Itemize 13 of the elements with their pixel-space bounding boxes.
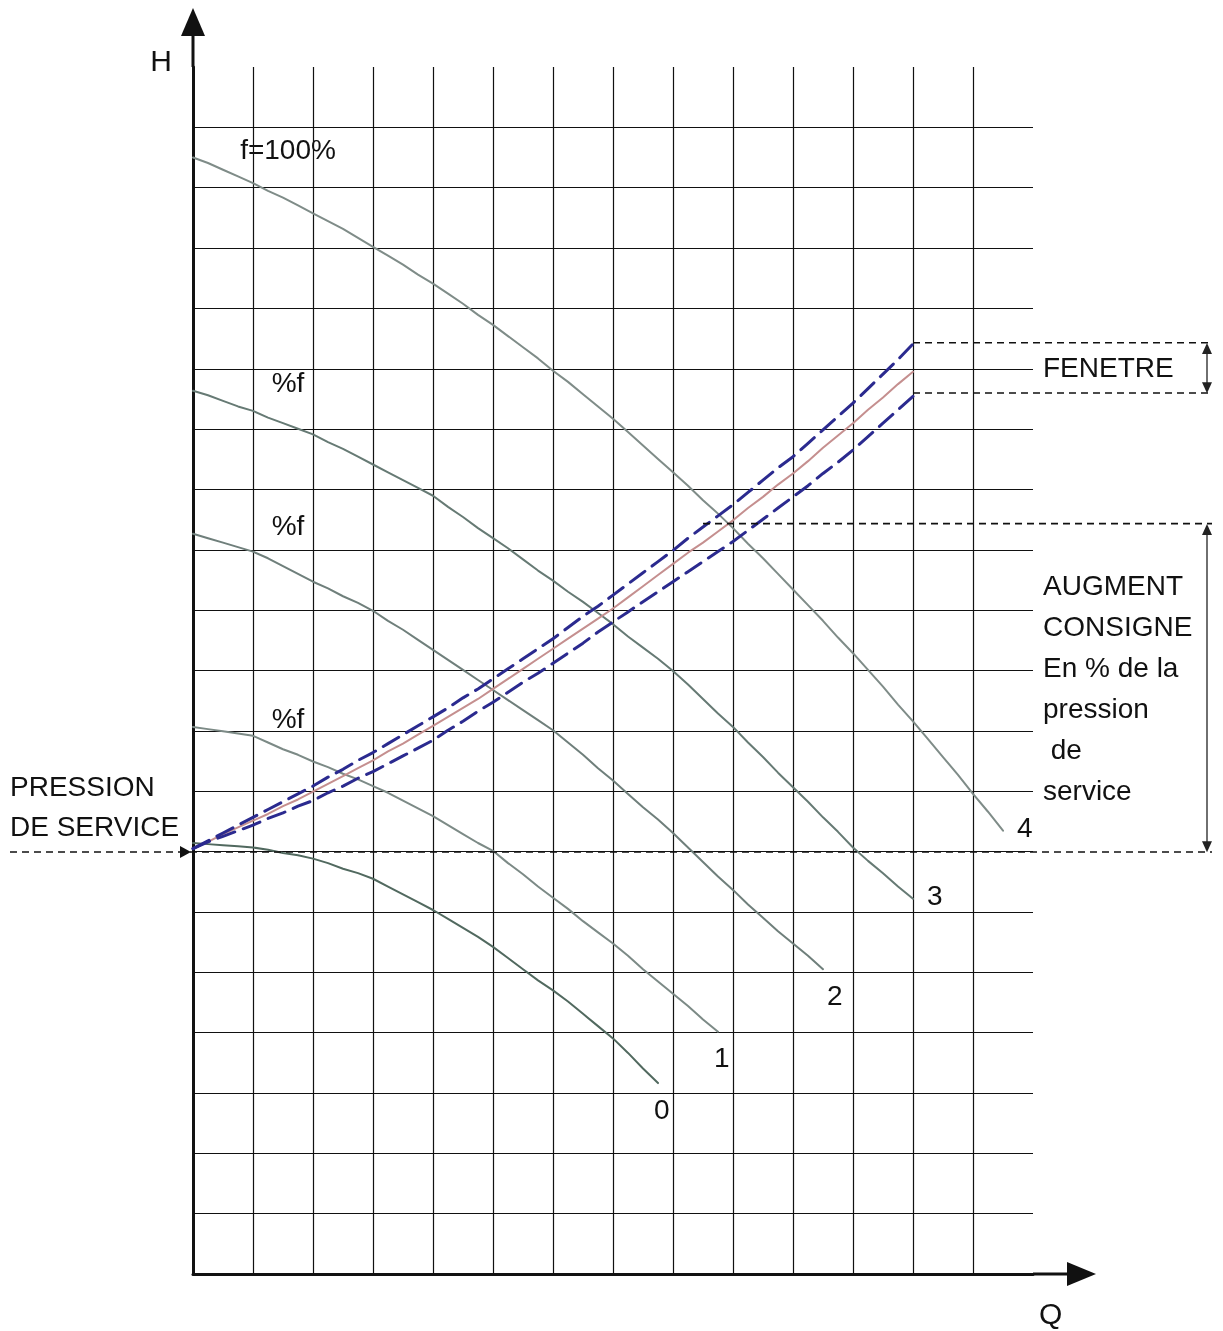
- annotation: %f: [271, 703, 305, 735]
- series-label: 1: [714, 1042, 730, 1074]
- y-axis-title: H: [150, 43, 172, 77]
- annotation: %f: [271, 510, 305, 542]
- series-label: 3: [927, 880, 943, 912]
- ref-line-label: PRESSION DE SERVICE: [10, 771, 180, 843]
- x-axis-title: Q: [1039, 1296, 1063, 1330]
- annotation: %f: [271, 367, 305, 399]
- ref-line-label: AUGMENT CONSIGNE En % de la pression de service: [1043, 569, 1193, 806]
- series-label: 0: [654, 1093, 670, 1125]
- ref-line-label: FENETRE: [1043, 352, 1174, 384]
- series-label: 4: [1017, 812, 1033, 844]
- series-label: 2: [827, 979, 843, 1011]
